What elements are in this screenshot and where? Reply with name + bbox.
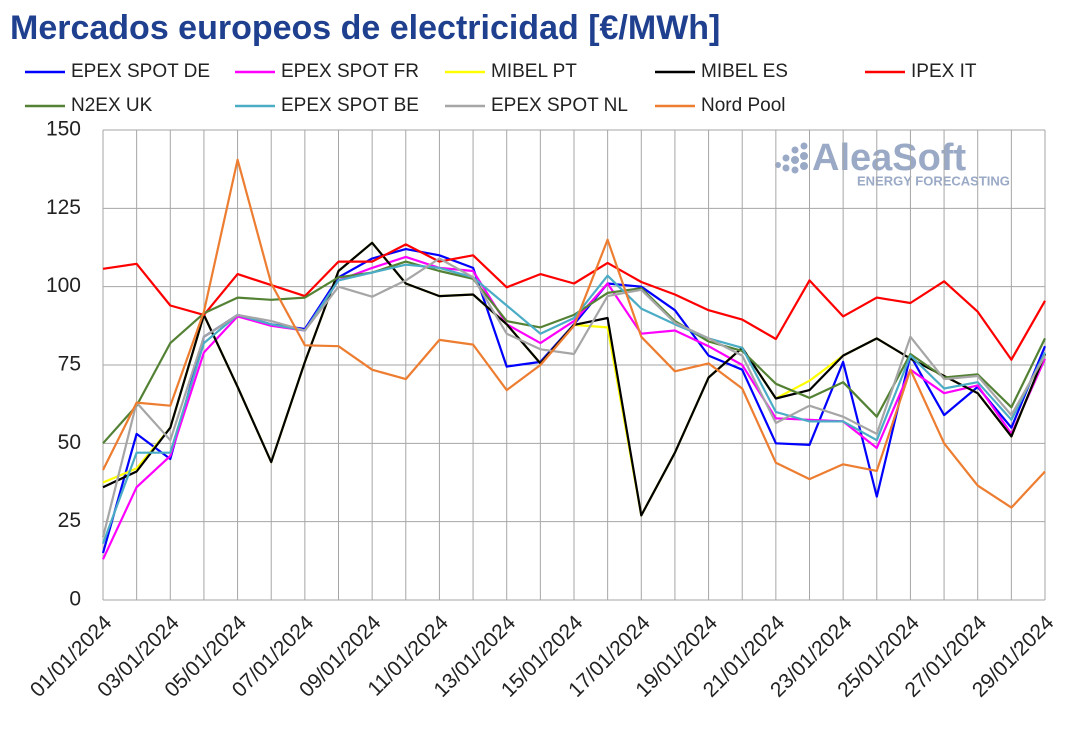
- legend-label: EPEX SPOT NL: [491, 95, 628, 116]
- series-line: [102, 255, 1047, 560]
- legend-label: Nord Pool: [701, 95, 786, 116]
- chart-title: Mercados europeos de electricidad [€/MWh…: [10, 9, 720, 47]
- legend-label: EPEX SPOT FR: [281, 61, 419, 82]
- legend-label: EPEX SPOT BE: [281, 95, 419, 116]
- legend-label: MIBEL PT: [491, 61, 577, 82]
- watermark-logo: [775, 142, 808, 174]
- series-line: [102, 158, 1046, 509]
- legend-label: IPEX IT: [911, 61, 977, 82]
- y-tick-label: 25: [58, 509, 81, 532]
- series-line: [101, 257, 1046, 538]
- series-line: [102, 260, 1046, 445]
- legend-label: EPEX SPOT DE: [71, 61, 210, 82]
- y-tick-label: 0: [69, 588, 81, 611]
- series-line: [101, 263, 1046, 544]
- y-tick-label: 125: [46, 196, 81, 219]
- series-line: [102, 243, 1046, 361]
- y-tick-label: 50: [58, 431, 81, 454]
- watermark-name: AleaSoft: [812, 137, 966, 179]
- y-tick-label: 75: [58, 353, 81, 376]
- y-tick-label: 150: [46, 118, 81, 141]
- y-tick-label: 100: [46, 274, 81, 297]
- legend-label: MIBEL ES: [701, 61, 788, 82]
- watermark-tagline: ENERGY FORECASTING: [857, 173, 1010, 188]
- legend-label: N2EX UK: [71, 95, 153, 116]
